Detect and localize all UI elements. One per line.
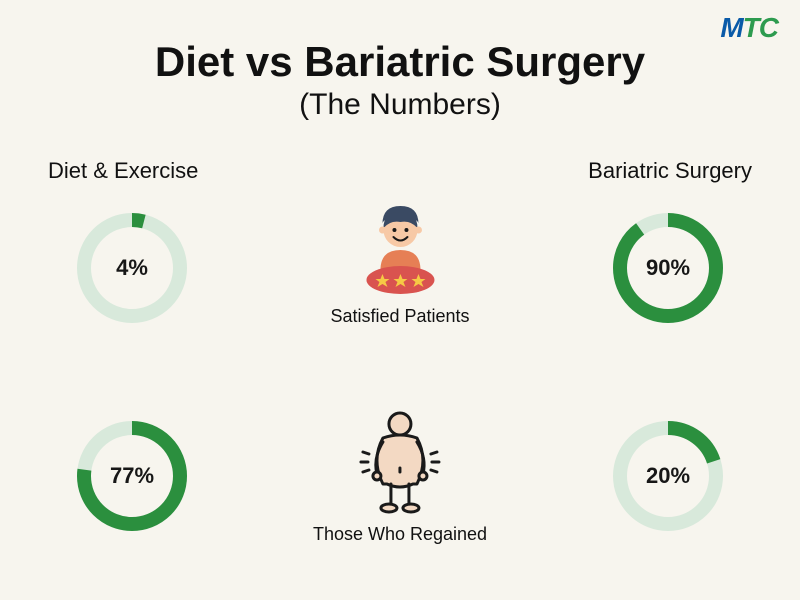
column-label-surgery: Bariatric Surgery bbox=[588, 158, 752, 184]
donut-value: 90% bbox=[608, 208, 728, 328]
donut-surgery-satisfied: 90% bbox=[608, 208, 728, 328]
brand-part1: M bbox=[720, 12, 742, 43]
donut-diet-regained: 77% bbox=[72, 416, 192, 536]
row-label-satisfied: Satisfied Patients bbox=[330, 306, 469, 327]
brand-logo: MTC bbox=[720, 12, 778, 44]
row-label-regained: Those Who Regained bbox=[313, 524, 487, 545]
page-subtitle: (The Numbers) bbox=[0, 88, 800, 122]
donut-surgery-regained: 20% bbox=[608, 416, 728, 536]
brand-part2: TC bbox=[743, 12, 778, 43]
donut-value: 20% bbox=[608, 416, 728, 536]
donut-value: 77% bbox=[72, 416, 192, 536]
page-title: Diet vs Bariatric Surgery bbox=[0, 38, 800, 86]
satisfied-patients-icon-block: Satisfied Patients bbox=[330, 200, 469, 327]
donut-value: 4% bbox=[72, 208, 192, 328]
column-label-diet: Diet & Exercise bbox=[48, 158, 198, 184]
overweight-person-icon bbox=[355, 408, 445, 518]
title-block: Diet vs Bariatric Surgery (The Numbers) bbox=[0, 0, 800, 122]
donut-diet-satisfied: 4% bbox=[72, 208, 192, 328]
regained-icon-block: Those Who Regained bbox=[313, 408, 487, 545]
person-rating-icon bbox=[350, 200, 450, 300]
